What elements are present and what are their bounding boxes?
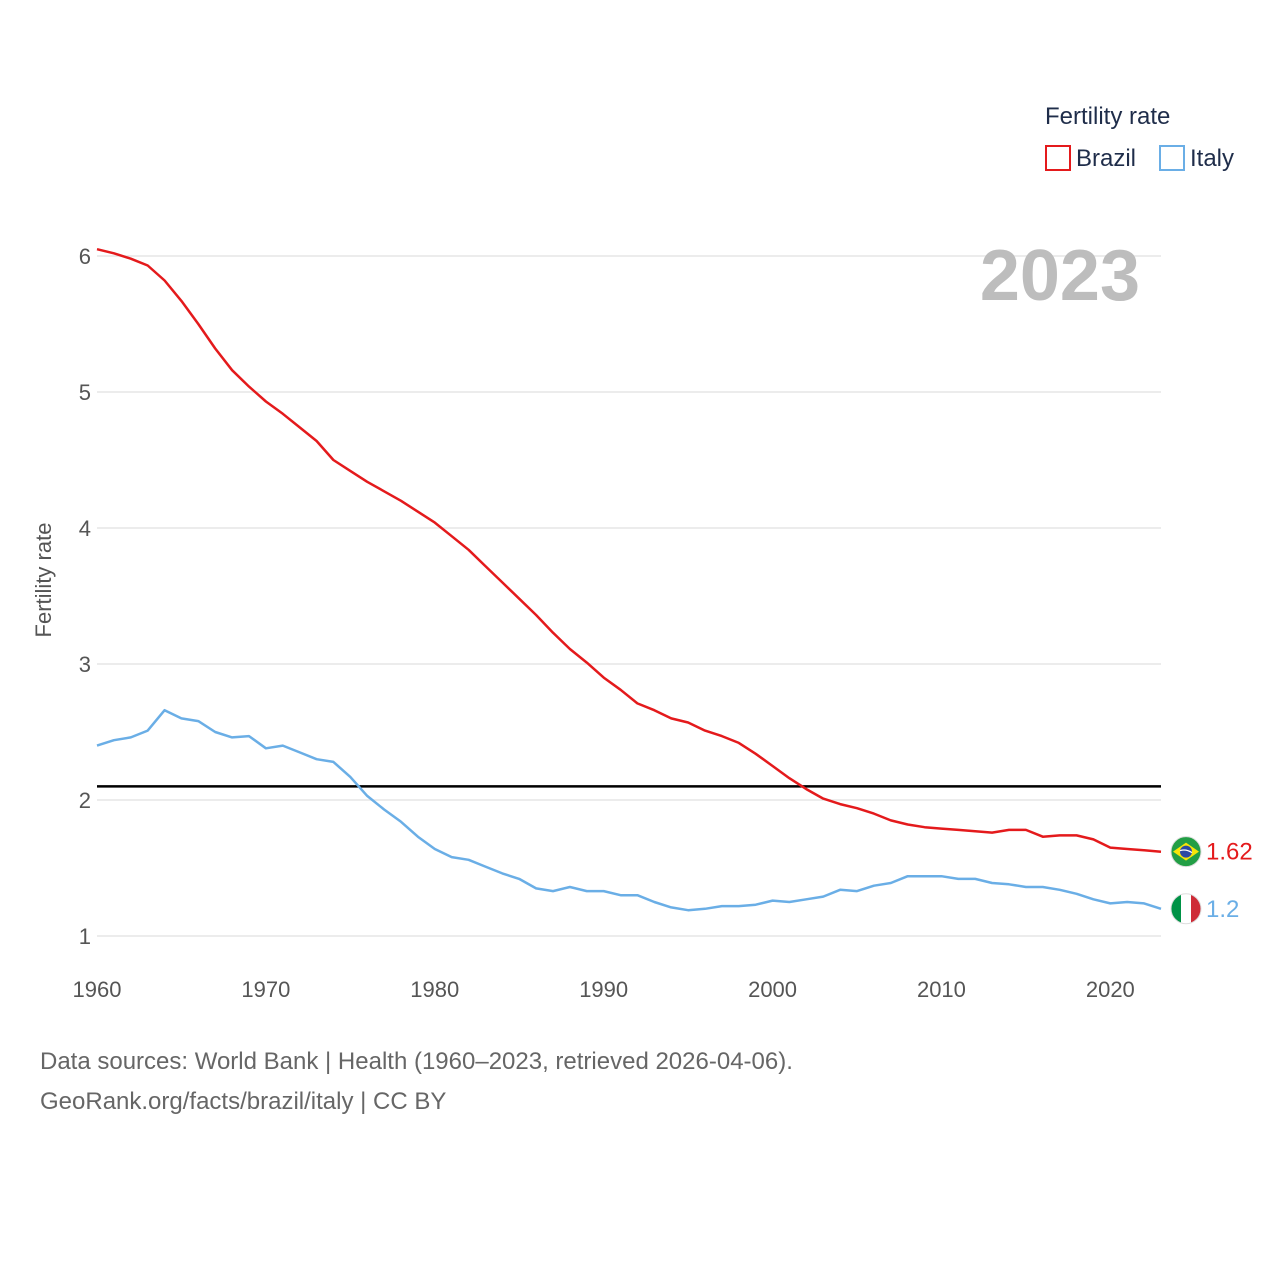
legend-label: Brazil — [1076, 145, 1136, 172]
x-tick-label: 1980 — [410, 977, 459, 1002]
x-tick-label: 2020 — [1086, 977, 1135, 1002]
legend-swatch — [1159, 145, 1185, 171]
x-tick-label: 2000 — [748, 977, 797, 1002]
x-tick-label: 2010 — [917, 977, 966, 1002]
end-markers: 1.62 1.2 — [1170, 836, 1253, 925]
year-label: 2023 — [980, 236, 1140, 316]
series-line-brazil — [96, 247, 1162, 853]
y-tick-label: 2 — [79, 788, 91, 813]
x-tick-label: 1970 — [241, 977, 290, 1002]
y-axis: 1 2 3 4 5 6 — [79, 244, 91, 949]
y-tick-label: 6 — [79, 244, 91, 269]
x-axis: 1960 1970 1980 1990 2000 2010 2020 — [73, 977, 1135, 1002]
license-line: GeoRank.org/facts/brazil/italy | CC BY — [40, 1088, 447, 1115]
y-tick-label: 5 — [79, 380, 91, 405]
end-value-label-italy: 1.2 — [1206, 896, 1239, 923]
y-axis-label: Fertility rate — [31, 523, 56, 638]
end-value-label-brazil: 1.62 — [1206, 839, 1253, 866]
legend: Fertility rate Brazil Italy — [1045, 103, 1234, 172]
y-tick-label: 3 — [79, 652, 91, 677]
source-note: Data sources: World Bank | Health (1960–… — [40, 1042, 793, 1122]
gridlines — [97, 255, 1161, 937]
legend-swatch — [1045, 145, 1071, 171]
series-lines — [96, 247, 1162, 912]
brazil-flag-icon — [1170, 836, 1202, 868]
x-tick-label: 1990 — [579, 977, 628, 1002]
y-tick-label: 1 — [79, 924, 91, 949]
italy-flag-icon — [1170, 893, 1202, 925]
source-line: Data sources: World Bank | Health (1960–… — [40, 1048, 793, 1075]
legend-title: Fertility rate — [1045, 103, 1170, 130]
legend-item-italy[interactable]: Italy — [1159, 145, 1234, 172]
legend-label: Italy — [1190, 145, 1234, 172]
y-tick-label: 4 — [79, 516, 91, 541]
line-chart: 1 2 3 4 5 6 1960 1970 1980 1990 2000 2010 2020 Fert… — [31, 103, 1253, 1002]
series-line-italy — [96, 708, 1162, 912]
legend-item-brazil[interactable]: Brazil — [1045, 145, 1136, 172]
x-tick-label: 1960 — [73, 977, 122, 1002]
